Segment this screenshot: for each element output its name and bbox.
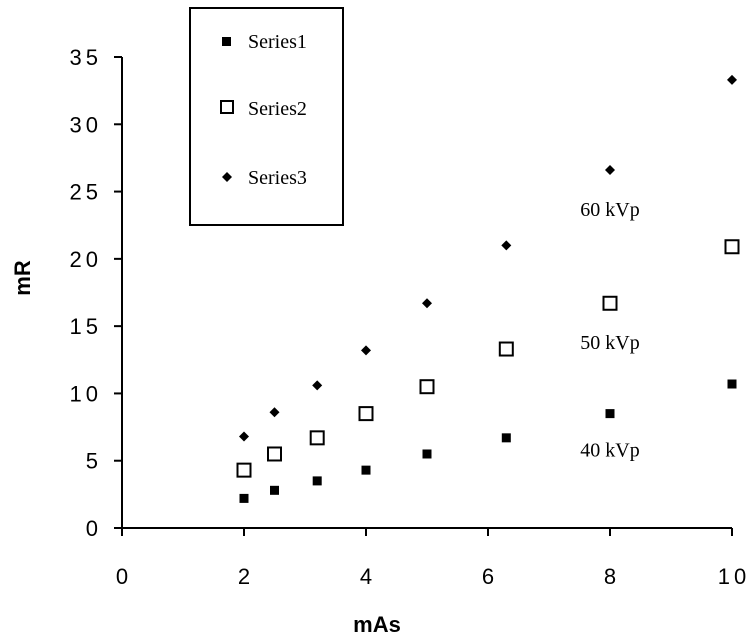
x-tick-label: 10 xyxy=(718,564,750,589)
axes xyxy=(121,57,732,529)
legend-label-series2: Series2 xyxy=(248,98,307,120)
data-point-series3 xyxy=(361,345,371,356)
y-tick-label: 0 xyxy=(86,516,102,541)
data-point-series1 xyxy=(605,409,615,419)
series-annotation: 60 kVp xyxy=(580,199,639,221)
series-annotation: 40 kVp xyxy=(580,440,639,462)
data-point-series3 xyxy=(239,431,249,442)
data-point-series1 xyxy=(501,433,511,443)
x-tick-label: 8 xyxy=(604,564,620,589)
data-points xyxy=(236,74,740,503)
data-point-series1 xyxy=(312,476,322,486)
data-point-series1 xyxy=(422,449,432,459)
y-axis-title: mR xyxy=(10,260,35,296)
data-point-series2 xyxy=(358,406,374,422)
y-tick-label: 15 xyxy=(70,314,102,339)
legend-marker-series3 xyxy=(222,172,232,182)
data-point-series2 xyxy=(419,379,435,395)
data-point-series3 xyxy=(605,165,615,176)
data-point-series1 xyxy=(727,379,737,389)
data-point-series3 xyxy=(727,74,737,85)
data-point-series2 xyxy=(236,462,252,478)
legend-marker-series1 xyxy=(222,37,231,46)
data-point-series2 xyxy=(309,430,325,446)
x-tick-label: 6 xyxy=(482,564,498,589)
y-tick-label: 10 xyxy=(70,381,102,406)
y-tick-label: 35 xyxy=(70,45,102,70)
legend-label-series3: Series3 xyxy=(248,167,307,189)
data-point-series3 xyxy=(422,298,432,309)
annotations: 60 kVp 50 kVp 40 kVp xyxy=(580,199,639,462)
data-point-series3 xyxy=(269,407,280,418)
data-point-series2 xyxy=(724,239,740,255)
data-point-series3 xyxy=(312,380,323,391)
y-tick-label: 25 xyxy=(70,180,102,205)
data-point-series3 xyxy=(501,240,512,251)
data-point-series2 xyxy=(267,446,282,462)
series-annotation: 50 kVp xyxy=(580,332,639,354)
x-axis-title: mAs xyxy=(353,612,401,637)
x-tick-label: 0 xyxy=(116,564,132,589)
legend-marker-series2 xyxy=(220,100,234,114)
data-point-series2 xyxy=(602,295,618,311)
data-point-series1 xyxy=(239,493,249,503)
data-point-series1 xyxy=(270,485,279,495)
x-ticks: 0 2 4 6 8 10 xyxy=(116,528,750,589)
data-point-series2 xyxy=(498,341,514,357)
x-tick-label: 4 xyxy=(360,564,376,589)
data-point-series1 xyxy=(361,465,371,475)
y-tick-label: 20 xyxy=(70,247,102,272)
y-tick-label: 5 xyxy=(86,449,102,474)
legend-label-series1: Series1 xyxy=(248,31,307,53)
y-ticks: 0 5 10 15 20 25 30 35 xyxy=(70,45,122,541)
x-tick-label: 2 xyxy=(238,564,254,589)
legend-box xyxy=(189,7,344,226)
legend: Series1 Series2 Series3 xyxy=(189,7,344,226)
y-tick-label: 30 xyxy=(70,112,102,137)
